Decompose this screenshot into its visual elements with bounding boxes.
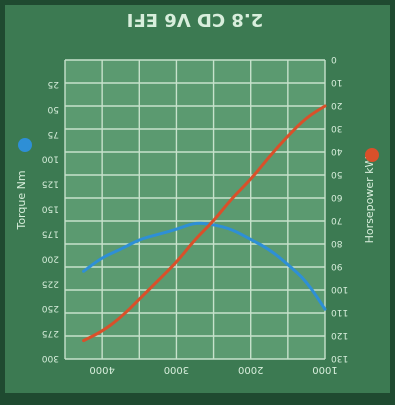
right-tick-label: 130 <box>331 353 348 363</box>
left-tick-label: 300 <box>42 353 59 363</box>
x-tick-label: 2000 <box>238 364 263 375</box>
horsepower-line <box>82 104 327 343</box>
left-tick-label: 25 <box>48 79 59 89</box>
left-tick-label: 100 <box>42 154 59 164</box>
left-tick-label: 250 <box>42 303 59 313</box>
x-tick-label: 3000 <box>164 364 189 375</box>
left-tick-label: 200 <box>42 253 59 263</box>
right-tick-label: 110 <box>331 307 348 317</box>
left-tick-label: 225 <box>42 278 59 288</box>
right-tick-label: 0 <box>331 54 337 64</box>
chart-title: 2.8 CD V6 EFI <box>127 9 264 30</box>
left-tick-label: 75 <box>48 129 59 139</box>
grid <box>64 59 326 360</box>
right-tick-label: 40 <box>331 146 343 156</box>
torque-line <box>82 221 327 311</box>
horsepower-legend-dot <box>365 148 379 162</box>
right-axis-label: Horsepower kW <box>363 156 376 243</box>
right-tick-label: 60 <box>331 192 343 202</box>
left-tick-label: 50 <box>47 104 59 114</box>
left-tick-label: 150 <box>42 204 59 214</box>
right-tick-label: 20 <box>331 100 343 110</box>
torque-legend-dot <box>18 138 32 152</box>
right-tick-label: 90 <box>331 261 343 271</box>
right-tick-label: 30 <box>331 123 343 133</box>
left-axis-label: Torque Nm <box>15 170 28 230</box>
x-tick-label: 4000 <box>89 364 114 375</box>
left-tick-label: 125 <box>42 179 59 189</box>
left-tick-label: 175 <box>42 228 59 238</box>
series-group <box>82 104 327 343</box>
left-tick-labels: 300 275 250 225 200 175 150 125 100 75 50 25 <box>42 79 59 363</box>
right-tick-label: 50 <box>331 169 343 179</box>
right-tick-label: 80 <box>331 238 343 248</box>
right-tick-label: 120 <box>331 330 348 340</box>
right-tick-label: 10 <box>331 77 343 87</box>
right-tick-label: 70 <box>331 215 343 225</box>
left-tick-label: 275 <box>42 328 59 338</box>
right-tick-label: 100 <box>331 284 348 294</box>
x-tick-labels: 1000 2000 3000 4000 <box>89 364 337 375</box>
x-tick-label: 1000 <box>312 364 337 375</box>
plot-area <box>65 60 325 359</box>
